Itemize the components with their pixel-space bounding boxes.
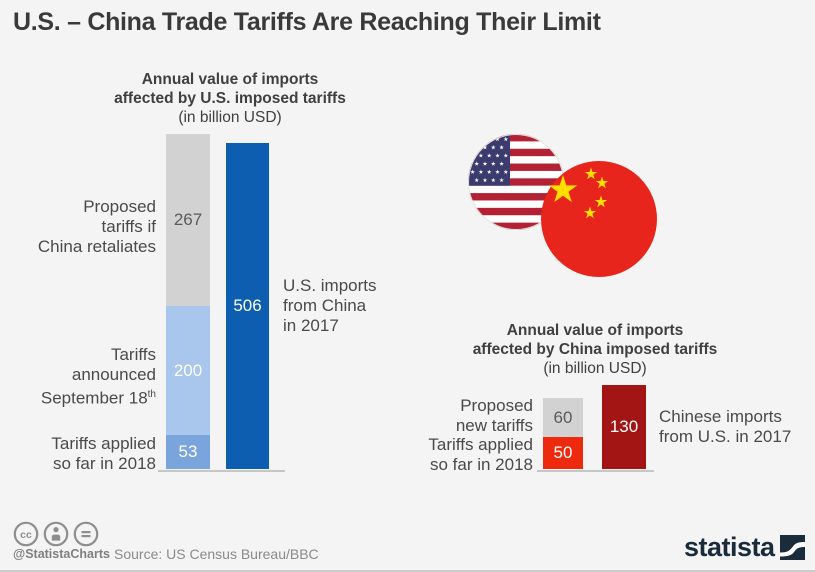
bar-value-label: 50 [553, 443, 573, 462]
statista-logo-text: statista [684, 532, 775, 562]
bar-value-label: 60 [553, 407, 573, 427]
bar-value-label: 200 [173, 360, 203, 380]
right-chart-baseline [537, 470, 654, 472]
svg-text:cc: cc [20, 529, 32, 541]
statista-logo-swoosh-icon [779, 535, 805, 560]
cc-by-person-icon [43, 521, 69, 547]
label-proposed-tariffs: Proposed tariffs if China retaliates [0, 197, 156, 257]
cc-nd-equals-icon [73, 521, 99, 547]
left-heading-line1: Annual value of imports [141, 71, 319, 88]
cc-license-icons: cc [13, 521, 99, 547]
page-title: U.S. – China Trade Tariffs Are Reaching … [13, 8, 601, 36]
label-line: announced [71, 365, 156, 384]
label-line: so far in 2018 [52, 454, 156, 473]
bar-segment-announced: 200 [166, 306, 210, 435]
china-flag-circle-icon [541, 161, 657, 277]
bar-value-label: 267 [173, 210, 203, 229]
label-date: September 18 [40, 388, 148, 408]
label-proposed-new-tariffs: Proposed new tariffs [400, 396, 533, 436]
label-line: Tariffs applied [51, 434, 156, 453]
china-tariffs-stacked-bar: 60 50 [543, 398, 583, 469]
us-imports-2017-bar: 506 [226, 143, 269, 469]
us-flag-circle-icon [468, 134, 564, 230]
us-tariffs-stacked-bar: 267 200 53 [166, 134, 210, 469]
label-tariffs-applied: Tariffs applied so far in 2018 [0, 434, 156, 474]
left-heading-line2: affected by U.S. imposed tariffs [114, 90, 346, 107]
label-line: Proposed [460, 396, 533, 415]
bar-value-label: 53 [178, 442, 198, 461]
chinese-imports-2017-bar: 130 [602, 385, 646, 469]
label-line: U.S. imports [283, 276, 377, 295]
label-line: from U.S. in 2017 [659, 427, 792, 446]
right-heading-line2: affected by China imposed tariffs [472, 341, 718, 358]
bar-segment-applied: 53 [166, 435, 210, 469]
bar-value-label: 130 [609, 417, 639, 436]
label-line: in 2017 [283, 316, 339, 335]
bar-value-label: 506 [233, 296, 262, 315]
cc-icon: cc [13, 521, 39, 547]
label-line: Tariffs [110, 345, 156, 364]
right-chart-heading: Annual value of imports affected by Chin… [430, 321, 760, 378]
bar-segment-proposed: 267 [166, 134, 210, 306]
label-line: China retaliates [37, 237, 156, 256]
source-credit: Source: US Census Bureau/BBC [114, 546, 319, 562]
left-chart-baseline [158, 470, 285, 472]
label-tariffs-announced: Tariffs announced September 18th [0, 345, 156, 409]
left-chart-heading: Annual value of imports affected by U.S.… [40, 70, 420, 127]
right-heading-line1: Annual value of imports [506, 322, 684, 339]
label-line: Chinese imports [659, 407, 782, 426]
bar-segment-proposed-new: 60 [543, 398, 583, 437]
label-line: tariffs if [101, 217, 156, 236]
label-line: Tariffs applied [428, 435, 533, 454]
statista-logo: statista [684, 532, 805, 563]
statista-handle: @StatistaCharts [13, 547, 110, 561]
label-line: new tariffs [455, 416, 533, 435]
label-line: September 18th [0, 385, 156, 409]
label-line: so far in 2018 [429, 455, 533, 474]
annotation-us-imports-2017: U.S. imports from China in 2017 [283, 276, 403, 336]
label-line: Proposed [83, 197, 156, 216]
label-date-ordinal: th [147, 389, 156, 400]
left-heading-unit: (in billion USD) [178, 109, 282, 126]
label-tariffs-applied-china: Tariffs applied so far in 2018 [400, 435, 533, 475]
label-line: from China [283, 296, 367, 315]
bar-segment-applied-china: 50 [543, 437, 583, 469]
annotation-chinese-imports-2017: Chinese imports from U.S. in 2017 [659, 407, 809, 447]
right-heading-unit: (in billion USD) [543, 360, 647, 377]
